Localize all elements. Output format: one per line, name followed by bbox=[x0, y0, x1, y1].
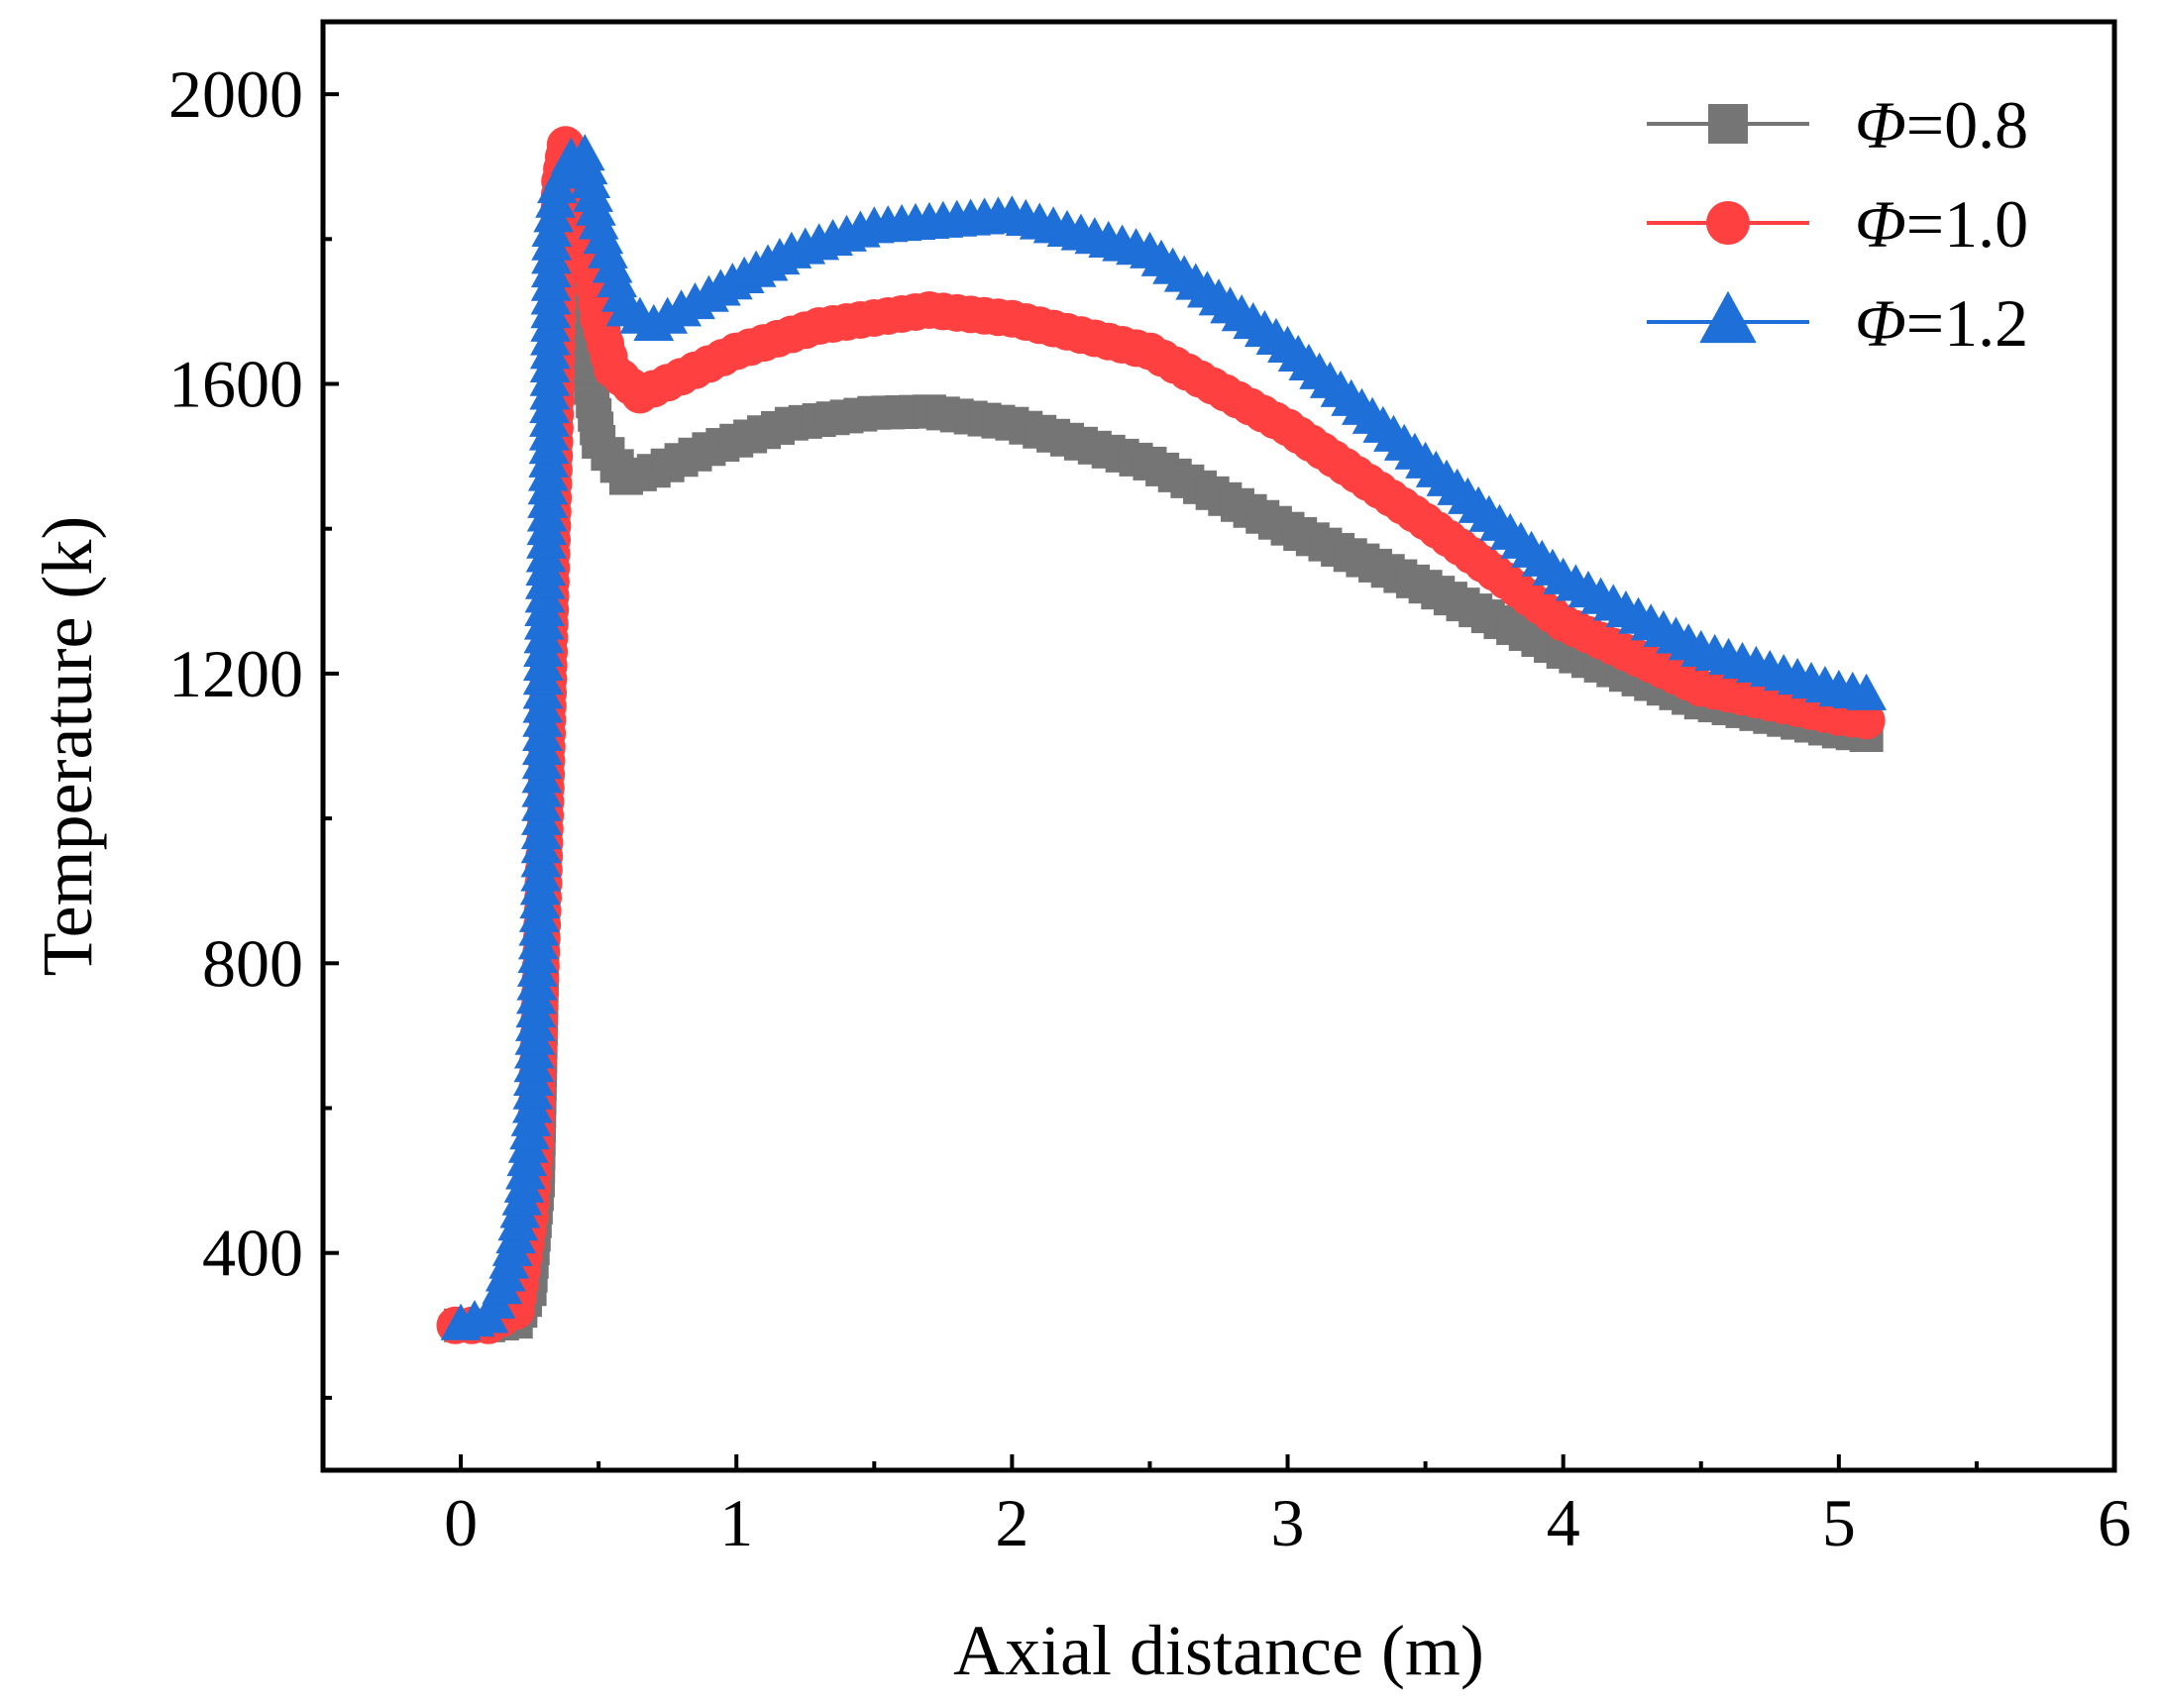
data-point-triangle bbox=[1846, 673, 1888, 710]
y-tick-label: 400 bbox=[202, 1216, 303, 1291]
legend-value: =1.2 bbox=[1906, 285, 2028, 361]
x-tick-label: 5 bbox=[1822, 1485, 1856, 1560]
legend-label: Φ=1.0 bbox=[1855, 186, 2028, 262]
legend-symbol: Φ bbox=[1855, 186, 1906, 262]
x-tick-label: 6 bbox=[2098, 1485, 2131, 1560]
legend: Φ=0.8Φ=1.0Φ=1.2 bbox=[1647, 87, 2028, 361]
x-axis-ticks: 0 1 2 3 4 5 6 bbox=[444, 1454, 2131, 1560]
legend-label: Φ=0.8 bbox=[1855, 87, 2028, 162]
series-layer bbox=[436, 126, 1888, 1344]
x-tick-label: 2 bbox=[995, 1485, 1028, 1560]
legend-symbol: Φ bbox=[1855, 285, 1906, 361]
legend-item: Φ=1.2 bbox=[1647, 285, 2028, 361]
x-axis-title: Axial distance (m) bbox=[953, 1611, 1484, 1690]
data-point-circle bbox=[1706, 201, 1750, 245]
data-point-square bbox=[1708, 104, 1748, 144]
legend-value: =0.8 bbox=[1906, 87, 2028, 162]
data-point-circle bbox=[1847, 701, 1886, 740]
series-line bbox=[461, 253, 1867, 1328]
x-tick-label: 4 bbox=[1547, 1485, 1580, 1560]
x-tick-label: 3 bbox=[1271, 1485, 1305, 1560]
series-triangle bbox=[440, 134, 1888, 1340]
y-axis-title: Temperature (k) bbox=[28, 516, 107, 977]
y-tick-label: 800 bbox=[202, 925, 303, 1001]
y-tick-label: 1200 bbox=[168, 636, 303, 711]
legend-label: Φ=1.2 bbox=[1855, 285, 2028, 361]
legend-value: =1.0 bbox=[1906, 186, 2028, 262]
x-tick-label: 1 bbox=[719, 1485, 753, 1560]
legend-symbol: Φ bbox=[1855, 87, 1906, 162]
y-tick-label: 2000 bbox=[168, 56, 303, 132]
plot-frame bbox=[320, 19, 2117, 1473]
legend-item: Φ=0.8 bbox=[1647, 87, 2028, 162]
y-axis-ticks: 400 800 1200 1600 2000 bbox=[168, 56, 339, 1400]
legend-item: Φ=1.0 bbox=[1647, 186, 2028, 262]
data-point-triangle bbox=[1699, 290, 1757, 344]
x-tick-label: 0 bbox=[444, 1485, 478, 1560]
y-tick-label: 1600 bbox=[168, 347, 303, 422]
